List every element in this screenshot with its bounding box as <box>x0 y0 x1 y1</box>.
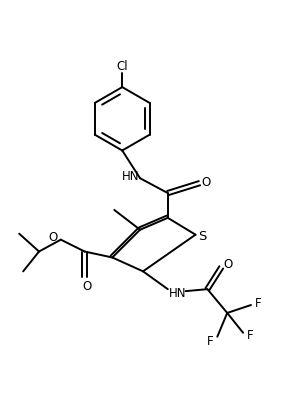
Text: O: O <box>202 176 211 189</box>
Text: F: F <box>255 297 261 309</box>
Text: F: F <box>247 329 253 342</box>
Text: Cl: Cl <box>117 60 128 73</box>
Text: O: O <box>48 231 58 244</box>
Text: HN: HN <box>169 286 187 300</box>
Text: HN: HN <box>121 170 139 183</box>
Text: O: O <box>224 258 233 271</box>
Text: S: S <box>198 230 207 243</box>
Text: F: F <box>207 335 214 348</box>
Text: O: O <box>82 280 91 292</box>
